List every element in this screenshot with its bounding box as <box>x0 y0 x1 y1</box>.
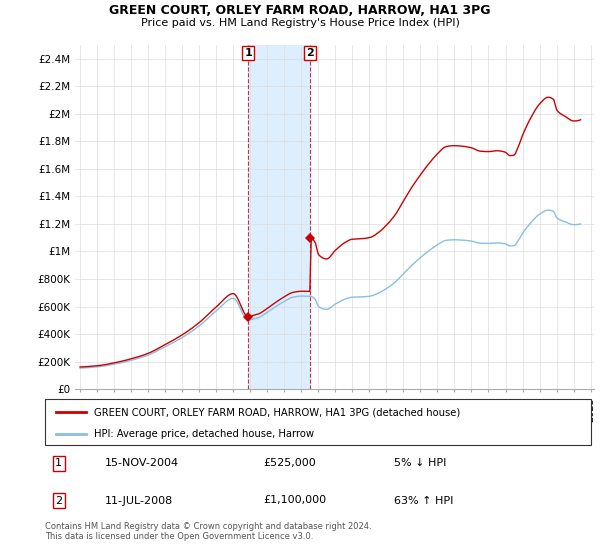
Text: 1: 1 <box>55 459 62 468</box>
Text: 15-NOV-2004: 15-NOV-2004 <box>105 459 179 468</box>
Text: GREEN COURT, ORLEY FARM ROAD, HARROW, HA1 3PG (detached house): GREEN COURT, ORLEY FARM ROAD, HARROW, HA… <box>94 407 460 417</box>
Text: 2: 2 <box>55 496 62 506</box>
Text: 63% ↑ HPI: 63% ↑ HPI <box>394 496 454 506</box>
Text: GREEN COURT, ORLEY FARM ROAD, HARROW, HA1 3PG: GREEN COURT, ORLEY FARM ROAD, HARROW, HA… <box>109 4 491 17</box>
Text: 5% ↓ HPI: 5% ↓ HPI <box>394 459 447 468</box>
Text: £1,100,000: £1,100,000 <box>263 496 326 506</box>
Bar <box>248 45 310 389</box>
Text: HPI: Average price, detached house, Harrow: HPI: Average price, detached house, Harr… <box>94 429 314 438</box>
FancyBboxPatch shape <box>45 399 591 445</box>
Text: 2: 2 <box>307 48 314 58</box>
Text: 1: 1 <box>244 48 252 58</box>
Text: 11-JUL-2008: 11-JUL-2008 <box>105 496 173 506</box>
Text: Price paid vs. HM Land Registry's House Price Index (HPI): Price paid vs. HM Land Registry's House … <box>140 18 460 28</box>
Text: Contains HM Land Registry data © Crown copyright and database right 2024.
This d: Contains HM Land Registry data © Crown c… <box>45 522 371 542</box>
Text: £525,000: £525,000 <box>263 459 316 468</box>
